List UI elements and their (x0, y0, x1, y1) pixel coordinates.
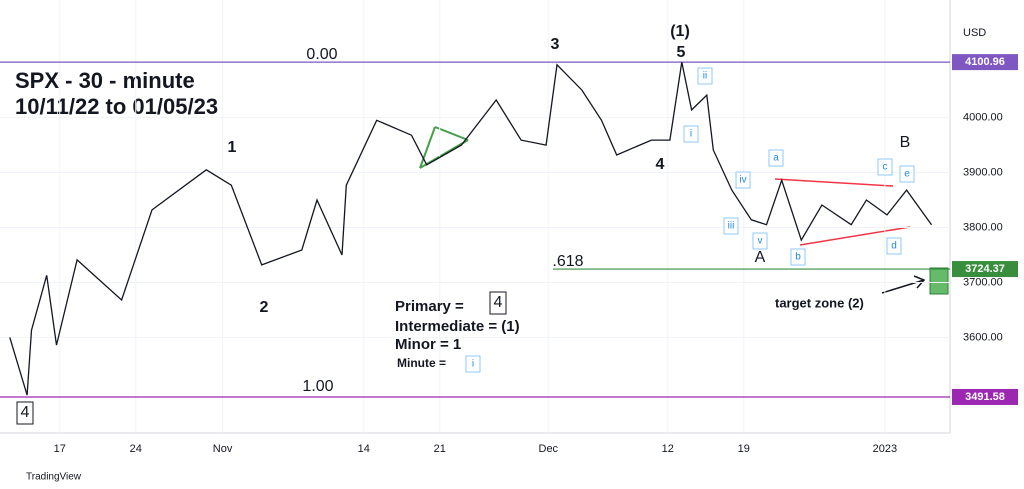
annotation: 2 (260, 299, 269, 316)
y-tick-label: 3700.00 (963, 276, 1003, 288)
level-badge (952, 54, 1018, 71)
annotation: (1) (670, 23, 690, 40)
wave-label-minute: d (891, 241, 897, 252)
level-label: 4100.96 (965, 56, 1005, 68)
annotation: 5 (677, 44, 686, 61)
level-label: 3724.37 (965, 263, 1005, 275)
annotation: 4 (21, 404, 30, 421)
wave-box (489, 291, 507, 315)
annotation: Primary = (395, 298, 464, 315)
wave-label-minute: ii (703, 71, 707, 82)
wave-label-minute: i (690, 129, 692, 140)
wave-label-minute: b (795, 252, 801, 263)
wave-box (697, 67, 713, 85)
chart-subtitle: 10/11/22 to 01/05/23 (15, 94, 218, 119)
wave-box (723, 217, 739, 235)
annotation: 1.00 (302, 378, 333, 395)
x-tick-label: 17 (54, 443, 66, 455)
y-tick-label: 4000.00 (963, 111, 1003, 123)
source: TradingView (26, 472, 82, 483)
x-tick-label: 2023 (873, 443, 897, 455)
wave-label-minute: e (904, 169, 910, 180)
x-tick-label: 24 (130, 443, 142, 455)
annotation: Intermediate = (1) (395, 318, 520, 335)
annotation: B (900, 134, 911, 151)
wave-box (790, 248, 806, 266)
triangle-line (434, 126, 469, 141)
wave-box (683, 125, 699, 143)
annotation: 3 (551, 36, 560, 53)
price-line (9, 61, 933, 396)
wave-box (886, 237, 902, 255)
annotation: A (755, 249, 766, 266)
currency: USD (963, 27, 986, 39)
level-badge (952, 388, 1018, 405)
wave-box (465, 355, 481, 373)
y-tick-label: 3600.00 (963, 331, 1003, 343)
annotation: 4 (494, 294, 503, 311)
level-label: 3491.58 (965, 391, 1005, 403)
wave-box (752, 232, 768, 250)
level-badge (952, 261, 1018, 278)
wave-box (899, 165, 915, 183)
wave-label-minute: a (773, 153, 779, 164)
annotation: 1 (228, 139, 237, 156)
y-tick-label: 3800.00 (963, 221, 1003, 233)
x-tick-label: 21 (434, 443, 446, 455)
wave-label-minute: v (758, 236, 763, 247)
wave-box (735, 171, 751, 189)
x-tick-label: 14 (358, 443, 370, 455)
annotation: Minute = (397, 356, 446, 370)
arrow-head (913, 275, 926, 289)
wave-label-minute: c (883, 162, 888, 173)
annotation: 0.00 (306, 46, 337, 63)
x-tick-label: Dec (539, 443, 559, 455)
wave-label-minute: i (472, 359, 474, 370)
triangle-line (419, 126, 436, 169)
annotation: .618 (552, 253, 583, 270)
wave-label-minute: iv (739, 175, 746, 186)
wave-box (16, 401, 34, 425)
wave-label-minute: iii (728, 221, 735, 232)
annotation: target zone (2) (775, 295, 864, 310)
annotation: 4 (656, 156, 665, 173)
annotation: Minor = 1 (395, 336, 461, 353)
target-zone (929, 267, 949, 295)
wave-box (768, 149, 784, 167)
x-tick-label: 19 (738, 443, 750, 455)
chart-title: SPX - 30 - minute (15, 68, 195, 93)
triangle-line (774, 178, 894, 187)
x-tick-label: 12 (662, 443, 674, 455)
wave-box (877, 158, 893, 176)
y-tick-label: 3900.00 (963, 166, 1003, 178)
triangle-line (799, 226, 911, 246)
x-tick-label: Nov (213, 443, 233, 455)
